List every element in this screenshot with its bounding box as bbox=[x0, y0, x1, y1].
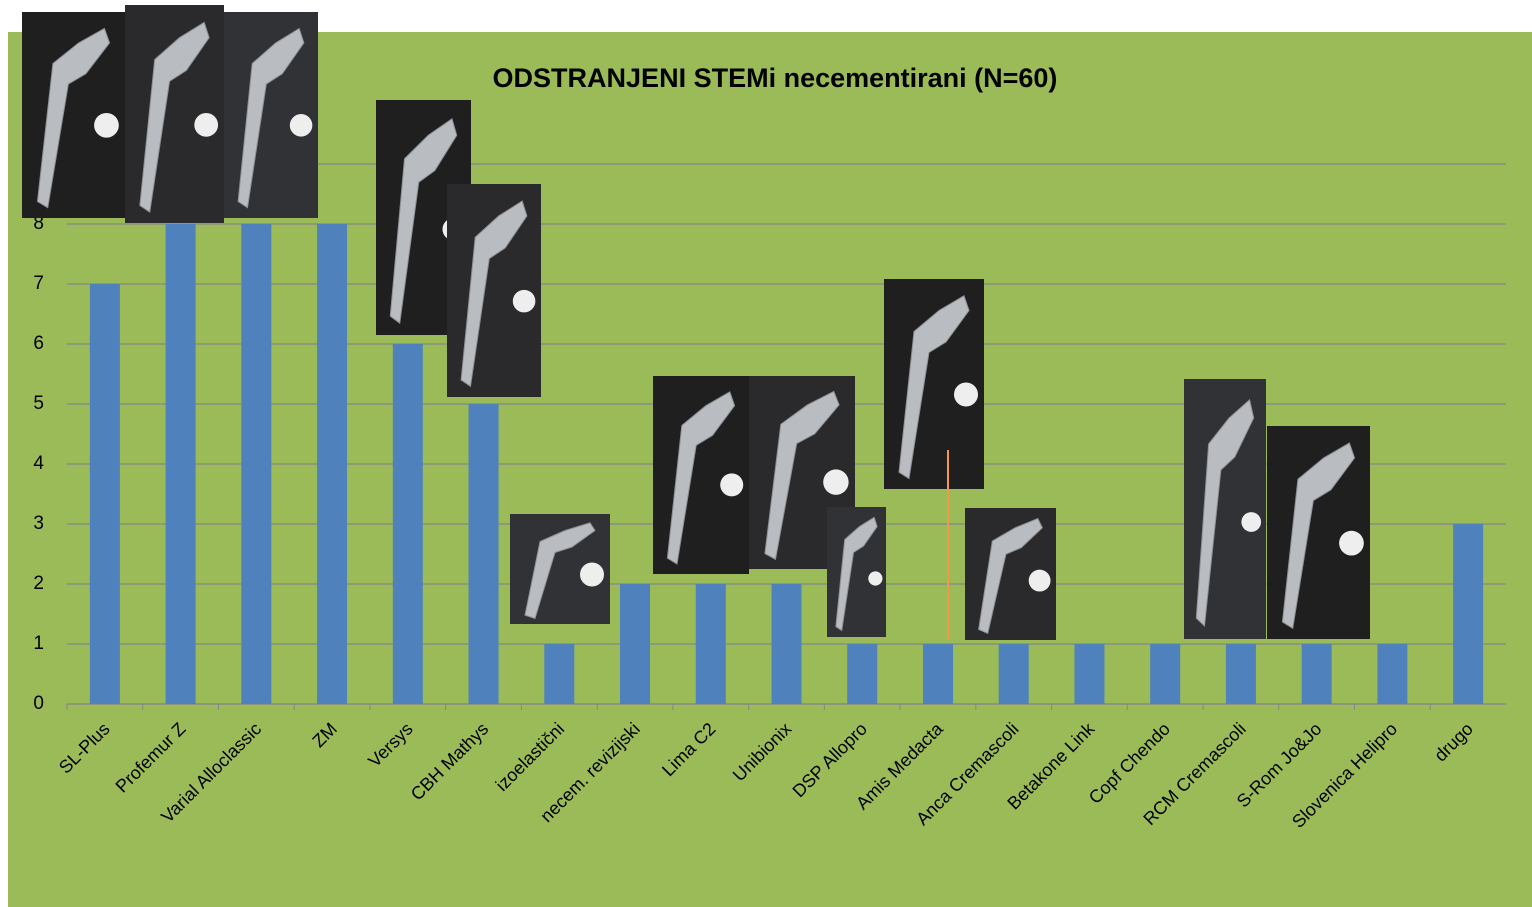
bar bbox=[1377, 644, 1407, 704]
implant-head bbox=[1241, 512, 1261, 532]
implant-head bbox=[1029, 570, 1051, 592]
bar bbox=[241, 224, 271, 704]
implant-head bbox=[1339, 531, 1364, 556]
implant-head bbox=[513, 290, 536, 313]
bar bbox=[317, 224, 347, 704]
y-tick-label: 2 bbox=[33, 573, 44, 594]
bar bbox=[923, 644, 953, 704]
bar bbox=[1226, 644, 1256, 704]
bar bbox=[90, 284, 120, 704]
bar bbox=[393, 344, 423, 704]
implant-head bbox=[720, 473, 743, 496]
y-tick-label: 5 bbox=[33, 393, 44, 414]
bar bbox=[999, 644, 1029, 704]
y-tick-label: 4 bbox=[33, 453, 44, 474]
implant-head bbox=[868, 571, 882, 585]
y-tick-label: 0 bbox=[33, 693, 44, 714]
bar bbox=[1150, 644, 1180, 704]
bar bbox=[1302, 644, 1332, 704]
bar bbox=[772, 584, 802, 704]
bar bbox=[166, 224, 196, 704]
bar bbox=[1453, 524, 1483, 704]
y-tick-label: 7 bbox=[33, 273, 44, 294]
implant-head bbox=[580, 563, 604, 587]
implant-head bbox=[954, 383, 978, 407]
bar bbox=[620, 584, 650, 704]
bar bbox=[847, 644, 877, 704]
implant-head bbox=[194, 113, 218, 137]
y-tick-label: 6 bbox=[33, 333, 44, 354]
bar bbox=[544, 644, 574, 704]
chart-title: ODSTRANJENI STEMi necementirani (N=60) bbox=[493, 63, 1058, 93]
y-tick-label: 3 bbox=[33, 513, 44, 534]
implant-head bbox=[290, 114, 313, 137]
y-tick-label: 1 bbox=[33, 633, 44, 654]
bar bbox=[696, 584, 726, 704]
bar bbox=[469, 404, 499, 704]
chart: 0123456789SL-PlusProfemur ZVarial Allocl… bbox=[0, 0, 1532, 907]
implant-head bbox=[823, 469, 848, 494]
bar bbox=[1074, 644, 1104, 704]
implant-head bbox=[94, 113, 119, 138]
